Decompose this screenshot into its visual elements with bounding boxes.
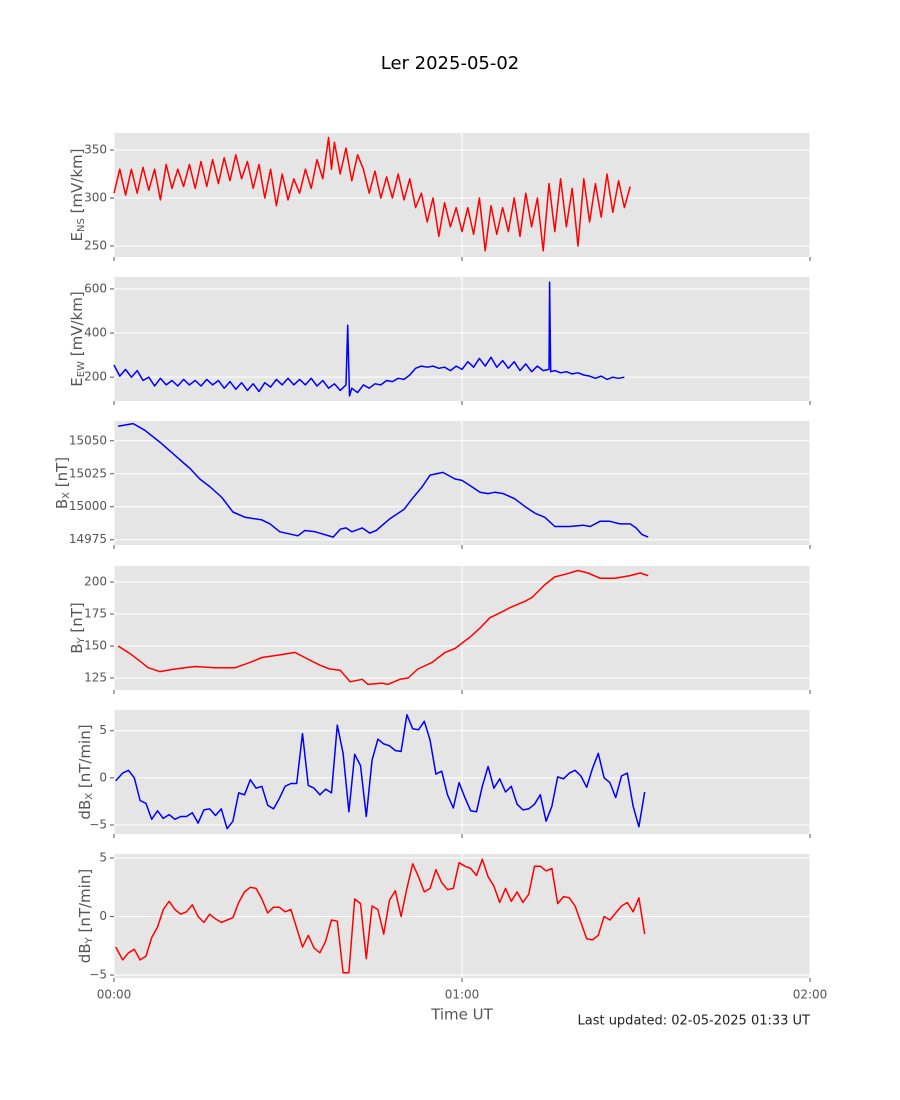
y-axis-label-part: [mV/km] <box>68 291 86 361</box>
y-tick-label: 200 <box>84 574 107 588</box>
data-line <box>117 569 649 686</box>
y-axis-label: EEW [mV/km] <box>68 291 88 386</box>
y-axis-label-part: [nT] <box>68 602 86 637</box>
y-tick-label: 200 <box>84 370 107 384</box>
y-tick-label: 0 <box>99 909 107 923</box>
last-updated-note: Last updated: 02-05-2025 01:33 UT <box>577 1014 810 1029</box>
y-axis-label: dBY [nT/min] <box>75 869 95 963</box>
y-tick-label: 600 <box>84 281 107 295</box>
y-axis-label-part: E <box>68 232 86 241</box>
data-line <box>115 858 646 974</box>
y-tick-label: 350 <box>84 142 107 156</box>
x-tick-label: 02:00 <box>793 988 828 1002</box>
y-axis-label-part: EW <box>76 361 87 377</box>
data-line <box>115 713 646 830</box>
y-tick-label: 5 <box>99 723 107 737</box>
y-tick-label: 125 <box>84 670 107 684</box>
x-axis-label: Time UT <box>430 1006 493 1024</box>
figure-title: Ler 2025-05-02 <box>381 53 520 74</box>
y-tick-label: 15000 <box>69 499 107 513</box>
y-axis-label: dBX [nT/min] <box>75 724 95 819</box>
y-axis-label: BX [nT] <box>53 457 73 509</box>
y-tick-label: 5 <box>99 850 107 864</box>
y-axis-label-part: Y <box>84 936 95 944</box>
y-tick-label: 300 <box>84 190 107 204</box>
y-axis-label-part: B <box>53 499 71 509</box>
y-axis-label-part: E <box>68 377 86 386</box>
y-tick-label: 150 <box>84 638 107 652</box>
y-axis-label-part: [nT/min] <box>75 869 93 937</box>
y-axis-label-part: NS <box>76 218 87 232</box>
y-axis-label-part: [nT/min] <box>75 724 93 792</box>
y-axis-label-part: [nT] <box>53 457 71 492</box>
y-axis-label-part: B <box>68 643 86 653</box>
y-axis-label-part: [mV/km] <box>68 148 86 218</box>
y-axis-label-part: X <box>84 793 95 800</box>
y-axis-label-part: Y <box>76 636 87 644</box>
y-tick-label: −5 <box>89 817 107 831</box>
y-axis-label: ENS [mV/km] <box>68 148 88 241</box>
y-tick-label: 15050 <box>69 433 107 447</box>
y-axis-label-part: X <box>61 492 72 499</box>
y-axis-label: BY [nT] <box>68 602 88 654</box>
x-tick-label: 01:00 <box>445 988 480 1002</box>
y-tick-label: 250 <box>84 238 107 252</box>
y-tick-label: 0 <box>99 770 107 784</box>
y-tick-label: 15025 <box>69 466 107 480</box>
y-tick-label: 14975 <box>69 532 107 546</box>
y-axis-label-part: dB <box>75 800 93 820</box>
y-tick-label: −5 <box>89 968 107 982</box>
data-line <box>113 281 625 397</box>
x-tick-label: 00:00 <box>97 988 132 1002</box>
y-tick-label: 175 <box>84 606 107 620</box>
data-line <box>113 136 631 252</box>
y-axis-label-part: dB <box>75 943 93 963</box>
data-line <box>117 422 649 538</box>
y-tick-label: 400 <box>84 326 107 340</box>
